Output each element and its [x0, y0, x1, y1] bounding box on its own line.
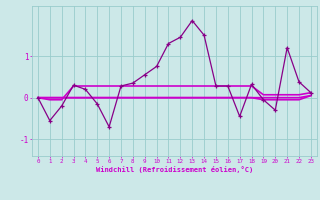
X-axis label: Windchill (Refroidissement éolien,°C): Windchill (Refroidissement éolien,°C): [96, 166, 253, 173]
